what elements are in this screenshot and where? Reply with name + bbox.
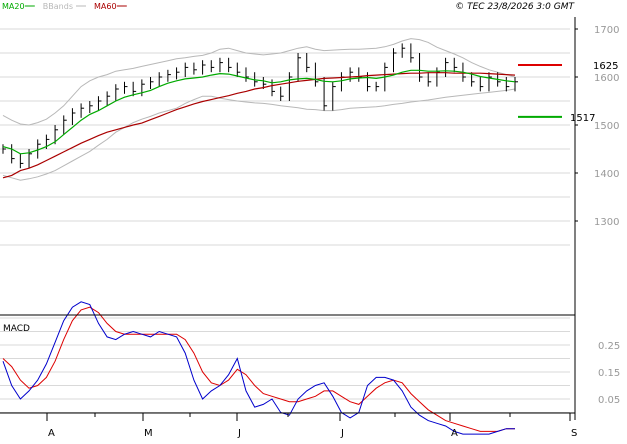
x-tick-label: A bbox=[48, 428, 55, 439]
legend-ma60: MA60 bbox=[94, 2, 117, 11]
legend-bbands: BBands bbox=[43, 2, 73, 11]
x-tick-label: J bbox=[340, 428, 344, 439]
price-tick-label: 1700 bbox=[594, 25, 619, 36]
legend-ma20: MA20 bbox=[2, 2, 25, 11]
price-panel: 1625 1517 bbox=[2, 38, 618, 181]
support-level-label: 1517 bbox=[570, 113, 595, 124]
chart-header: MA20 BBands MA60 © TEC 23/8/2026 3:0 GMT bbox=[2, 2, 576, 12]
x-tick-label: M bbox=[144, 428, 153, 439]
bbands-upper-line bbox=[2, 38, 516, 126]
macd-tick-label: 0.15 bbox=[598, 368, 620, 379]
macd-tick-label: 0.25 bbox=[598, 341, 620, 352]
macd-line bbox=[2, 301, 515, 435]
resistance-level-label: 1625 bbox=[593, 61, 618, 72]
ma20-line bbox=[2, 69, 516, 155]
ma60-line bbox=[2, 72, 516, 179]
price-panel-grid: 1300 1400 1500 1600 1700 bbox=[0, 25, 619, 246]
x-tick-label: J bbox=[237, 428, 241, 439]
macd-title: MACD bbox=[3, 324, 30, 334]
macd-tick-label: 0.05 bbox=[598, 395, 620, 406]
bbands-lower-line bbox=[2, 88, 516, 181]
macd-panel bbox=[2, 301, 515, 435]
copyright-text: © TEC 23/8/2026 3:0 GMT bbox=[455, 2, 575, 12]
x-tick-label: S bbox=[571, 428, 577, 439]
price-tick-label: 1400 bbox=[594, 169, 619, 180]
price-tick-label: 1300 bbox=[594, 217, 619, 228]
price-tick-label: 1600 bbox=[594, 73, 619, 84]
price-tick-label: 1500 bbox=[594, 121, 619, 132]
macd-signal-line bbox=[2, 306, 515, 432]
x-tick-label: A bbox=[451, 428, 458, 439]
